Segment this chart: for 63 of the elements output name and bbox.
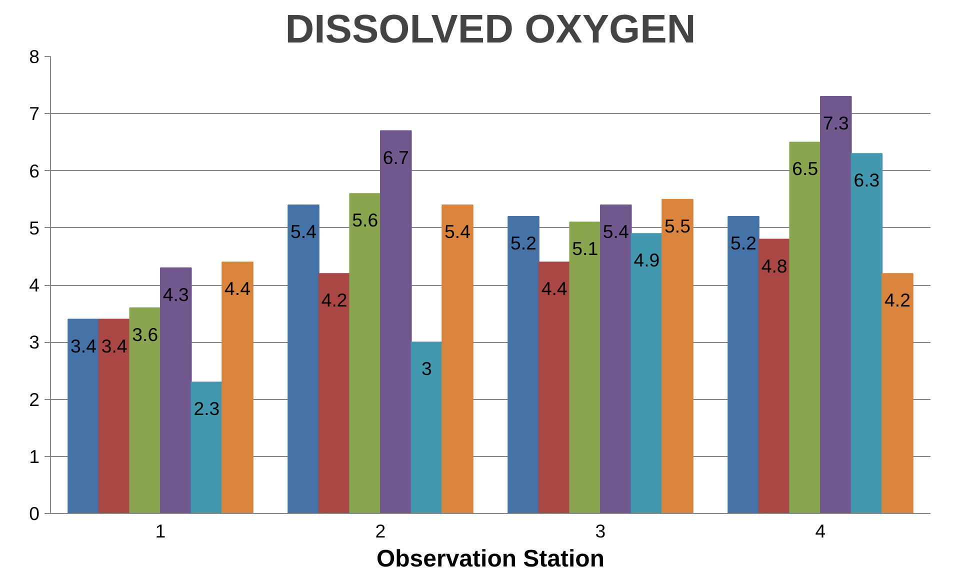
bar <box>728 216 760 514</box>
y-tick-label: 1 <box>29 446 40 467</box>
data-label: 5.4 <box>602 221 629 242</box>
bar <box>190 382 223 514</box>
data-label: 6.5 <box>792 158 818 180</box>
y-tick-label: 3 <box>29 332 40 353</box>
data-label: 2.3 <box>194 398 220 420</box>
bar <box>442 204 474 514</box>
y-tick-label: 5 <box>29 217 40 238</box>
data-label: 3.4 <box>101 335 128 356</box>
x-tick-label: 3 <box>595 520 606 542</box>
bar <box>882 273 914 514</box>
data-label: 5.2 <box>510 232 536 254</box>
bar <box>600 204 632 514</box>
data-label: 3 <box>422 358 432 380</box>
bar <box>160 267 192 514</box>
data-label: 4.8 <box>761 255 788 276</box>
bar <box>850 153 883 514</box>
data-label: 5.6 <box>352 210 378 231</box>
bar <box>380 130 412 514</box>
bar <box>538 262 570 514</box>
bar <box>789 142 821 514</box>
data-label: 7.3 <box>822 112 849 134</box>
y-tick-label: 8 <box>29 46 40 67</box>
chart-title: DISSOLVED OXYGEN <box>285 8 696 52</box>
bar <box>318 273 350 514</box>
bar <box>98 318 130 514</box>
data-label: 4.2 <box>321 290 348 311</box>
bar <box>569 222 601 514</box>
data-label: 4.9 <box>634 250 660 271</box>
bar <box>222 262 254 514</box>
data-label: 3.4 <box>70 335 96 356</box>
bar <box>820 96 852 514</box>
data-label: 5.4 <box>444 221 470 242</box>
data-label: 5.1 <box>572 238 598 260</box>
bar <box>758 238 790 514</box>
data-label: 6.3 <box>854 170 880 191</box>
data-label: 6.7 <box>382 146 409 168</box>
data-label: 4.4 <box>541 278 568 300</box>
bar <box>630 233 663 514</box>
data-label: 5.4 <box>290 221 316 242</box>
y-tick-label: 4 <box>29 274 40 296</box>
y-tick-label: 6 <box>29 160 40 182</box>
bar <box>288 204 320 514</box>
bar <box>129 307 161 514</box>
data-label: 4.4 <box>224 278 250 300</box>
data-label: 5.5 <box>664 215 690 236</box>
bar <box>68 318 100 514</box>
bar <box>508 216 540 514</box>
y-tick-label: 2 <box>29 388 40 410</box>
y-tick-label: 7 <box>29 103 40 124</box>
x-axis-title: Observation Station <box>376 546 605 572</box>
data-label: 4.2 <box>884 290 910 311</box>
x-tick-label: 4 <box>815 520 826 542</box>
data-label: 5.2 <box>730 232 756 254</box>
data-label: 4.3 <box>162 284 189 305</box>
data-label: 3.6 <box>132 324 158 345</box>
bar <box>410 342 443 514</box>
y-tick-label: 0 <box>29 503 40 524</box>
bar <box>662 198 694 514</box>
x-tick-label: 1 <box>155 520 166 542</box>
bar <box>349 193 381 514</box>
x-tick-label: 2 <box>375 520 386 542</box>
